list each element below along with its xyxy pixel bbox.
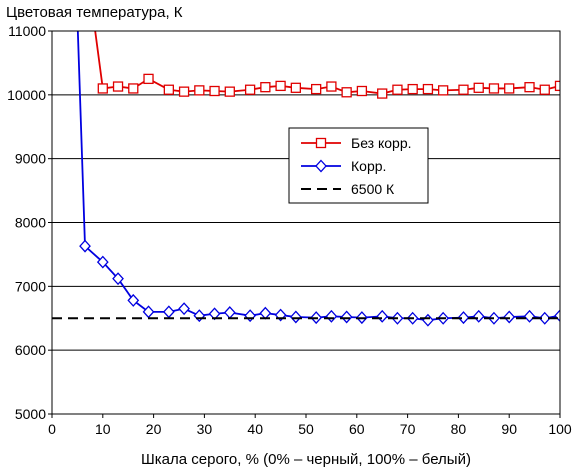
axes [51,30,561,415]
series-0-point-17 [356,85,368,97]
plot-frame [51,30,561,415]
x-tick-label-2: 20 [146,421,162,437]
series-0-point-8 [209,85,220,97]
x-tick-label-5: 50 [298,421,314,437]
y-tick-label-6: 11000 [8,23,46,39]
series-1-point-29 [538,311,551,325]
legend: Без корр. Корр. 6500 К [288,127,429,204]
series-1-point-16 [325,309,338,323]
series-0-point-13 [290,82,301,93]
legend-label-1: Корр. [351,158,386,174]
series-1-point-4 [127,293,140,307]
series-0-point-14 [311,83,322,95]
y-tick-label-3: 8000 [15,215,46,231]
series-1-point-9 [208,307,221,321]
series-1 [76,31,560,327]
x-tick-label-9: 90 [501,421,517,437]
y-tick-label-5: 10000 [7,87,46,103]
series-0-point-4 [143,73,154,85]
x-axis-label: Шкала серого, % (0% – черный, 100% – бел… [141,451,471,467]
y-tick-label-2: 7000 [15,278,46,294]
series-0-point-1 [97,83,108,94]
series-0-point-7 [194,85,205,96]
series-1-point-30 [554,309,560,323]
series-0-point-27 [524,82,535,93]
series-0-point-25 [488,83,500,94]
x-tick-label-3: 30 [197,421,213,437]
series-1-point-11 [244,309,256,323]
series-0-point-10 [244,84,256,95]
legend-marker-1 [315,159,327,173]
x-tick-label-6: 60 [349,421,365,437]
series-0-point-24 [473,82,484,93]
series-1-point-5 [142,305,155,319]
series-0-point-23 [458,84,469,95]
y-tick-label-4: 9000 [15,151,46,167]
series-0-point-5 [163,84,174,95]
series-1-point-6 [162,305,175,319]
series-1-point-12 [259,306,272,320]
legend-marker-0 [315,137,327,149]
series-0-point-19 [392,84,403,95]
y-axis-ticks: 5000 6000 7000 8000 9000 10000 11000 [7,23,52,422]
series-0-point-2 [112,81,124,92]
series-1-point-25 [472,309,485,323]
series-1-point-24 [457,311,470,325]
series-1-point-7 [178,302,190,316]
series-1-point-10 [223,306,236,319]
series-0-point-18 [377,88,388,99]
series-0-point-15 [326,81,337,92]
y-tick-label-1: 6000 [15,342,46,358]
x-tick-label-10: 100 [548,421,572,437]
series-0-point-22 [438,85,449,96]
y-tick-label-0: 5000 [15,406,46,422]
series-1-point-17 [340,310,353,324]
series-0-point-28 [539,84,550,95]
legend-label-2: 6500 К [351,181,395,197]
series-1-point-2 [96,255,109,269]
series-1-point-14 [289,310,302,324]
x-tick-label-7: 70 [400,421,416,437]
series-0-point-21 [422,83,434,95]
legend-box [288,127,429,204]
series-1-point-3 [112,272,124,286]
x-tick-label-4: 40 [247,421,263,437]
series-0-point-6 [178,86,190,97]
series-1-point-27 [503,310,516,324]
x-tick-label-8: 80 [451,421,467,437]
series-1-point-19 [376,309,389,323]
x-tick-label-1: 10 [95,421,111,437]
series-1-point-8 [193,309,206,323]
x-axis-ticks: 0 10 20 30 40 50 60 70 80 90 100 [48,414,572,437]
legend-label-0: Без корр. [351,135,412,151]
series-layer [52,31,560,327]
series-0-point-26 [504,83,515,94]
x-tick-label-0: 0 [48,421,56,437]
series-0 [94,31,560,99]
series-1-point-28 [523,309,536,323]
series-0-point-12 [275,80,286,92]
series-0-point-16 [341,87,352,98]
series-0-point-11 [260,82,271,93]
series-1-point-22 [422,313,434,327]
series-0-line [94,31,560,95]
chart-title: Цветовая температура, К [6,4,183,21]
series-0-point-9 [224,86,235,97]
series-0-point-3 [128,83,139,94]
series-0-point-29 [554,80,560,92]
series-1-point-1 [79,239,91,253]
series-0-point-20 [407,83,418,95]
